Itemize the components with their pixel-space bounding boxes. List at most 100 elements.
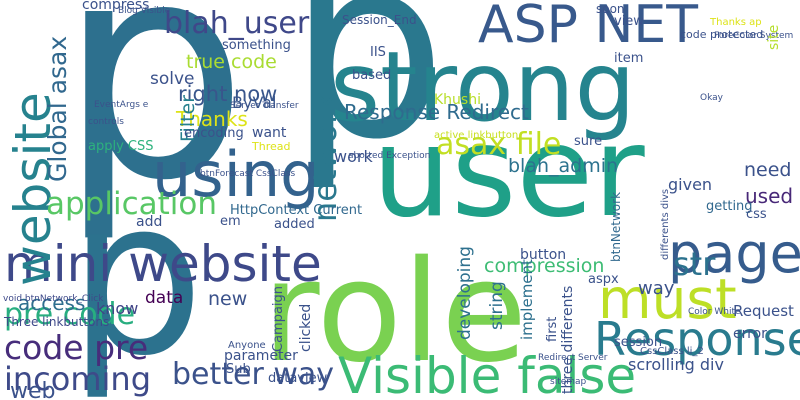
word: Request	[733, 302, 794, 320]
word: data	[145, 288, 183, 308]
word: Thread	[251, 140, 290, 153]
word: code protected	[680, 28, 763, 41]
word: Thanks ap	[709, 17, 762, 28]
word: Response	[594, 312, 800, 366]
word: soon	[596, 2, 625, 16]
word: three differents	[560, 286, 576, 394]
word: right now	[178, 82, 277, 106]
word: IIS	[370, 45, 386, 60]
word: Anyone	[228, 340, 266, 351]
word: Server Transfer	[230, 101, 299, 111]
word: sure	[574, 134, 602, 149]
word: role	[262, 231, 527, 394]
word: aspx	[588, 272, 619, 287]
word: HttpContext Current	[230, 203, 362, 218]
word: button	[520, 247, 566, 263]
word: btnNetwork	[609, 192, 623, 262]
word: Color White	[688, 307, 741, 317]
word: str	[673, 245, 716, 283]
word: need	[744, 159, 791, 181]
word: view	[614, 14, 644, 29]
word: error	[733, 326, 767, 342]
word: user	[372, 100, 645, 245]
word: Blog Visible	[118, 6, 171, 16]
word: aborted Exception	[348, 151, 430, 161]
word: Khushi	[434, 92, 481, 108]
word: added	[274, 217, 315, 232]
word: ForeColor System	[714, 31, 793, 41]
word: based	[352, 68, 391, 83]
word: blah_admin	[508, 155, 618, 177]
word: code pre	[4, 328, 148, 367]
word: pre code	[4, 297, 135, 332]
word: want	[252, 125, 287, 141]
word: p	[58, 0, 248, 246]
word: strong	[330, 31, 636, 143]
word: sitemap	[550, 377, 587, 387]
word: incoming	[4, 360, 151, 398]
word: used	[745, 184, 793, 208]
word: access	[18, 291, 85, 315]
word: Visible false	[338, 347, 636, 400]
word: void btnNetwork_Click	[3, 294, 104, 304]
word: add	[136, 214, 162, 230]
word: btnForecast CssClass	[200, 169, 296, 179]
word: blah_user	[164, 6, 310, 41]
word: EventArgs e	[94, 100, 149, 110]
word: css	[746, 207, 767, 222]
word: better way	[172, 357, 334, 392]
word: mini website	[4, 235, 322, 293]
word: site	[766, 25, 782, 50]
word: Three linkbuttons	[3, 315, 109, 329]
word: Filter	[177, 95, 199, 142]
word: true code	[186, 51, 277, 73]
word: new	[208, 288, 247, 310]
word: Sub	[226, 362, 251, 377]
word: developing	[455, 246, 475, 340]
word: compression	[484, 255, 604, 277]
word: Thanks	[175, 107, 248, 131]
word: website	[4, 92, 62, 286]
word: implement	[518, 259, 536, 340]
word: controls	[88, 117, 124, 127]
word: clicked	[298, 304, 314, 352]
word: Response Redirect	[344, 100, 529, 124]
word: encoding	[184, 126, 244, 141]
word: page	[668, 222, 800, 285]
word: web	[10, 379, 56, 400]
word: given	[668, 175, 712, 194]
word: parameter	[224, 348, 298, 364]
word: something	[222, 38, 291, 53]
word: item	[614, 51, 643, 66]
word: ASP NET	[478, 0, 698, 55]
word: active linkbutton	[434, 130, 518, 141]
word: Global asax	[43, 36, 72, 182]
word: Session_End	[342, 13, 417, 27]
word: scrolling div	[628, 355, 724, 374]
word: em	[220, 214, 241, 229]
word: session	[614, 335, 662, 350]
word: work	[334, 147, 373, 166]
word: know	[96, 299, 138, 318]
word: Okay	[700, 93, 724, 103]
word: dataview	[268, 371, 328, 386]
word: Campaign	[271, 286, 286, 352]
word: p	[68, 152, 204, 400]
word: differents divs	[660, 189, 671, 260]
word: CssClass li_2	[640, 346, 704, 357]
word: asax file	[436, 127, 561, 162]
word: network	[306, 92, 344, 222]
word: p	[288, 0, 447, 194]
word: ByVal	[232, 93, 276, 112]
word: way	[638, 278, 675, 299]
word: string	[487, 281, 507, 330]
word: application	[46, 186, 217, 222]
word: solve	[150, 69, 195, 89]
word: must	[598, 267, 737, 331]
word: Redirect Server	[538, 353, 608, 363]
word: getting	[706, 199, 753, 214]
word: apply CSS	[88, 139, 154, 154]
word: compress	[82, 0, 149, 13]
